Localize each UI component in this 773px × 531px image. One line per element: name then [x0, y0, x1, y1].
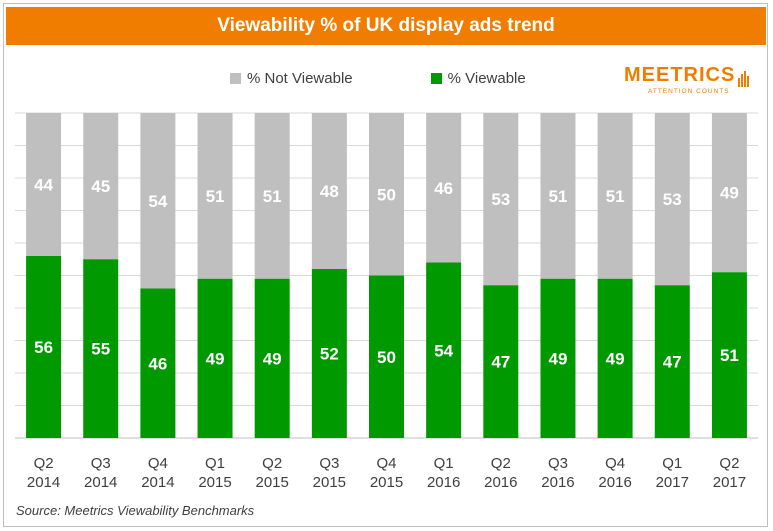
bar-viewable [711, 272, 747, 438]
x-tick-label-quarter: Q2 [719, 455, 739, 472]
x-tick-label-year: 2016 [541, 474, 574, 491]
bar-viewable [654, 285, 690, 438]
data-label-viewable: 49 [263, 349, 282, 368]
legend-swatch-not-viewable [230, 73, 241, 84]
bar-viewable [197, 278, 233, 438]
bar-viewable [311, 269, 347, 438]
x-tick-label-year: 2016 [598, 474, 631, 491]
data-label-viewable: 54 [434, 341, 453, 360]
x-tick-label-quarter: Q2 [491, 455, 511, 472]
x-tick-label-quarter: Q2 [262, 455, 282, 472]
data-label-viewable: 49 [206, 349, 225, 368]
bar-viewable [597, 278, 633, 438]
bar-viewable [369, 275, 404, 438]
x-axis: Q2 2014 Q3 2014 Q4 2014 Q1 2015 Q2 2015 Q3 2015 Q4 20… [27, 455, 746, 491]
data-label-not-viewable: 53 [491, 190, 510, 209]
x-tick-label-quarter: Q1 [662, 455, 682, 472]
x-tick-label-year: 2016 [484, 474, 517, 491]
bar-not-viewable [140, 113, 176, 289]
x-tick-label-year: 2015 [256, 474, 289, 491]
data-label-not-viewable: 54 [148, 192, 167, 211]
data-label-not-viewable: 51 [606, 187, 625, 206]
data-label-not-viewable: 50 [377, 185, 396, 204]
x-tick-label-quarter: Q1 [434, 455, 454, 472]
x-tick-label-year: 2017 [656, 474, 689, 491]
bar-viewable [26, 256, 62, 438]
legend-label-viewable: % Viewable [447, 70, 526, 87]
x-tick-label-quarter: Q3 [548, 455, 568, 472]
data-label-not-viewable: 46 [434, 179, 453, 198]
x-tick-label-year: 2015 [313, 474, 346, 491]
x-tick-label-quarter: Q4 [148, 455, 168, 472]
x-tick-label-year: 2014 [141, 474, 174, 491]
bar-not-viewable [597, 113, 633, 279]
bar-viewable [483, 285, 519, 438]
bars [26, 113, 747, 438]
x-tick-label-quarter: Q4 [376, 455, 396, 472]
bar-not-viewable [483, 113, 519, 286]
chart-title: Viewability % of UK display ads trend [6, 7, 766, 45]
logo-name: MEETRICS [624, 64, 736, 86]
bar-not-viewable [654, 113, 690, 286]
bar-not-viewable [369, 113, 404, 276]
legend-item-viewable: % Viewable [430, 70, 526, 87]
data-label-viewable: 46 [148, 354, 167, 373]
x-tick-label-quarter: Q3 [319, 455, 339, 472]
source-note: Source: Meetrics Viewability Benchmarks [16, 503, 255, 518]
bar-not-viewable [711, 113, 747, 273]
x-tick-label-year: 2016 [427, 474, 460, 491]
bar-not-viewable [311, 113, 347, 269]
data-labels: 44 56 45 55 54 46 51 49 51 49 48 52 50 50 46 54 53 47 51 49… [34, 176, 739, 374]
data-label-not-viewable: 51 [206, 187, 225, 206]
meetrics-logo: MEETRICS ATTENTION COUNTS [624, 64, 750, 100]
x-tick-label-quarter: Q2 [34, 455, 54, 472]
data-label-viewable: 52 [320, 345, 339, 364]
data-label-viewable: 55 [91, 340, 110, 359]
data-label-not-viewable: 51 [263, 187, 282, 206]
bar-not-viewable [83, 113, 119, 260]
x-tick-label-year: 2014 [27, 474, 60, 491]
bar-not-viewable [540, 113, 576, 279]
data-label-not-viewable: 48 [320, 182, 339, 201]
legend: % Not Viewable % Viewable [230, 70, 604, 87]
data-label-viewable: 50 [377, 348, 396, 367]
bar-viewable [83, 259, 119, 438]
x-tick-label-quarter: Q1 [205, 455, 225, 472]
data-label-viewable: 49 [606, 349, 625, 368]
legend-item-not-viewable: % Not Viewable [230, 70, 353, 87]
data-label-not-viewable: 45 [91, 177, 110, 196]
data-label-not-viewable: 49 [720, 184, 739, 203]
data-label-not-viewable: 51 [549, 187, 568, 206]
x-tick-label-quarter: Q3 [91, 455, 111, 472]
x-tick-label-year: 2017 [713, 474, 746, 491]
bar-viewable [140, 288, 176, 438]
bar-viewable [426, 262, 462, 438]
bar-not-viewable [426, 113, 462, 263]
data-label-viewable: 56 [34, 338, 53, 357]
data-label-viewable: 51 [720, 346, 739, 365]
bar-not-viewable [26, 113, 62, 256]
logo-tagline: ATTENTION COUNTS [648, 88, 730, 95]
data-label-viewable: 49 [549, 349, 568, 368]
x-tick-label-year: 2015 [198, 474, 231, 491]
x-tick-label-year: 2014 [84, 474, 117, 491]
bar-not-viewable [254, 113, 290, 279]
bar-viewable [254, 278, 290, 438]
data-label-viewable: 47 [491, 353, 510, 372]
legend-label-not-viewable: % Not Viewable [247, 70, 353, 87]
legend-swatch-viewable [430, 73, 442, 84]
x-tick-label-year: 2015 [370, 474, 403, 491]
data-label-viewable: 47 [663, 353, 682, 372]
logo-bars-icon [738, 71, 750, 87]
data-label-not-viewable: 53 [663, 190, 682, 209]
data-label-not-viewable: 44 [34, 176, 53, 195]
bar-not-viewable [197, 113, 233, 279]
x-tick-label-quarter: Q4 [605, 455, 625, 472]
bar-viewable [540, 278, 576, 438]
